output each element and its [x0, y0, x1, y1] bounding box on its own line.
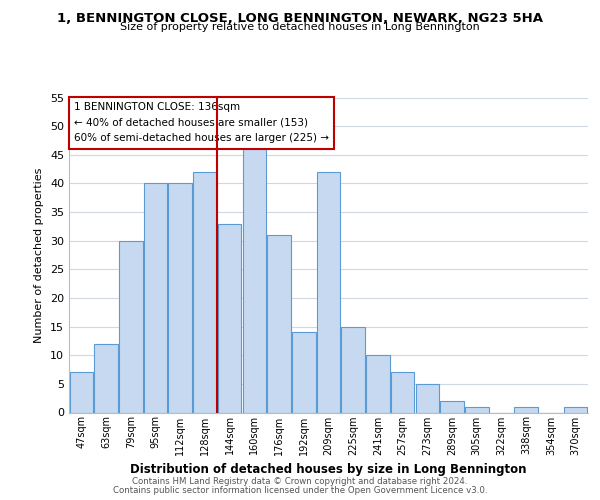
Text: Contains public sector information licensed under the Open Government Licence v3: Contains public sector information licen…	[113, 486, 487, 495]
Bar	[366, 355, 389, 412]
Bar	[341, 326, 365, 412]
Bar	[70, 372, 93, 412]
Bar	[119, 240, 143, 412]
Bar	[514, 407, 538, 412]
X-axis label: Distribution of detached houses by size in Long Bennington: Distribution of detached houses by size …	[130, 463, 527, 476]
Bar	[218, 224, 241, 412]
Bar	[416, 384, 439, 412]
Y-axis label: Number of detached properties: Number of detached properties	[34, 168, 44, 342]
Bar	[169, 184, 192, 412]
Text: 1, BENNINGTON CLOSE, LONG BENNINGTON, NEWARK, NG23 5HA: 1, BENNINGTON CLOSE, LONG BENNINGTON, NE…	[57, 12, 543, 26]
Bar	[440, 401, 464, 412]
Bar	[292, 332, 316, 412]
Bar	[465, 407, 488, 412]
Text: Size of property relative to detached houses in Long Bennington: Size of property relative to detached ho…	[120, 22, 480, 32]
Text: Contains HM Land Registry data © Crown copyright and database right 2024.: Contains HM Land Registry data © Crown c…	[132, 477, 468, 486]
Bar	[564, 407, 587, 412]
Bar	[242, 149, 266, 412]
Bar	[268, 235, 291, 412]
Bar	[317, 172, 340, 412]
Bar	[94, 344, 118, 412]
Bar	[193, 172, 217, 412]
Bar	[144, 184, 167, 412]
Text: 1 BENNINGTON CLOSE: 136sqm
← 40% of detached houses are smaller (153)
60% of sem: 1 BENNINGTON CLOSE: 136sqm ← 40% of deta…	[74, 102, 329, 144]
Bar	[391, 372, 415, 412]
